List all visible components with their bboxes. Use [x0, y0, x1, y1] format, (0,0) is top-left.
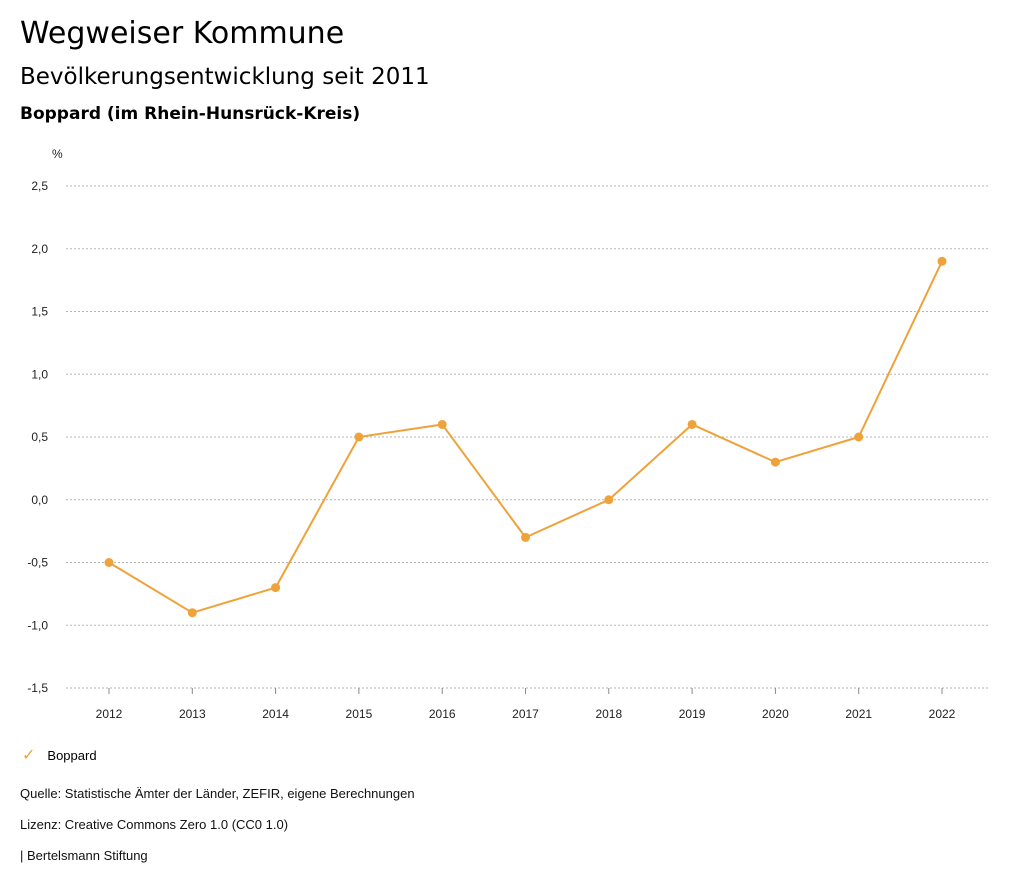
series-line-boppard: [108, 260, 943, 614]
y-tick-label: 1,5: [31, 305, 48, 319]
line-chart: % 2,5 2,0 1,5 1,0 0,5 0,0 -0,5 -1,0 -1,5 2012 201…: [27, 147, 990, 721]
x-tick-label: 2013: [179, 707, 206, 721]
data-point[interactable]: [687, 419, 697, 429]
data-point[interactable]: [521, 532, 530, 542]
x-tick-label: 2020: [762, 707, 789, 721]
legend-label: Boppard: [47, 747, 97, 763]
publisher-note: | Bertelsmann Stiftung: [20, 848, 148, 863]
x-tick-label: 2019: [679, 707, 706, 721]
y-unit-label: %: [52, 147, 63, 161]
x-tick-label: 2015: [346, 707, 373, 721]
chart-subtitle: Bevölkerungsentwicklung seit 2011: [20, 64, 430, 90]
x-tick-label: 2017: [512, 707, 539, 721]
x-tick-label: 2014: [262, 707, 289, 721]
data-point[interactable]: [187, 608, 197, 618]
x-tick-label: 2018: [595, 707, 622, 721]
legend[interactable]: ✓ Boppard: [22, 745, 97, 765]
data-point[interactable]: [354, 432, 364, 442]
y-tick-label: 1,0: [31, 367, 48, 381]
x-tick-label: 2012: [96, 707, 123, 721]
y-tick-label: 0,0: [31, 493, 48, 507]
data-point[interactable]: [854, 432, 864, 442]
data-point[interactable]: [437, 419, 447, 429]
data-point[interactable]: [770, 457, 780, 467]
data-point[interactable]: [271, 583, 281, 593]
y-tick-label: -1,5: [27, 681, 48, 695]
check-icon: ✓: [22, 747, 36, 764]
y-tick-label: 2,0: [31, 242, 48, 256]
y-tick-label: 2,5: [31, 179, 48, 193]
x-tick-label: 2021: [845, 707, 872, 721]
y-tick-label: 0,5: [31, 430, 48, 444]
y-tick-label: -0,5: [27, 556, 48, 570]
source-note: Quelle: Statistische Ämter der Länder, Z…: [20, 786, 415, 801]
license-note: Lizenz: Creative Commons Zero 1.0 (CC0 1…: [20, 817, 289, 832]
chart-title: Wegweiser Kommune: [20, 16, 345, 51]
y-tick-label: -1,0: [27, 618, 48, 632]
x-tick-label: 2016: [429, 707, 456, 721]
data-point[interactable]: [104, 558, 114, 567]
data-point[interactable]: [604, 495, 614, 505]
x-tick-label: 2022: [929, 707, 956, 721]
region-label: Boppard (im Rhein-Hunsrück-Kreis): [20, 104, 361, 124]
data-point[interactable]: [937, 256, 947, 266]
